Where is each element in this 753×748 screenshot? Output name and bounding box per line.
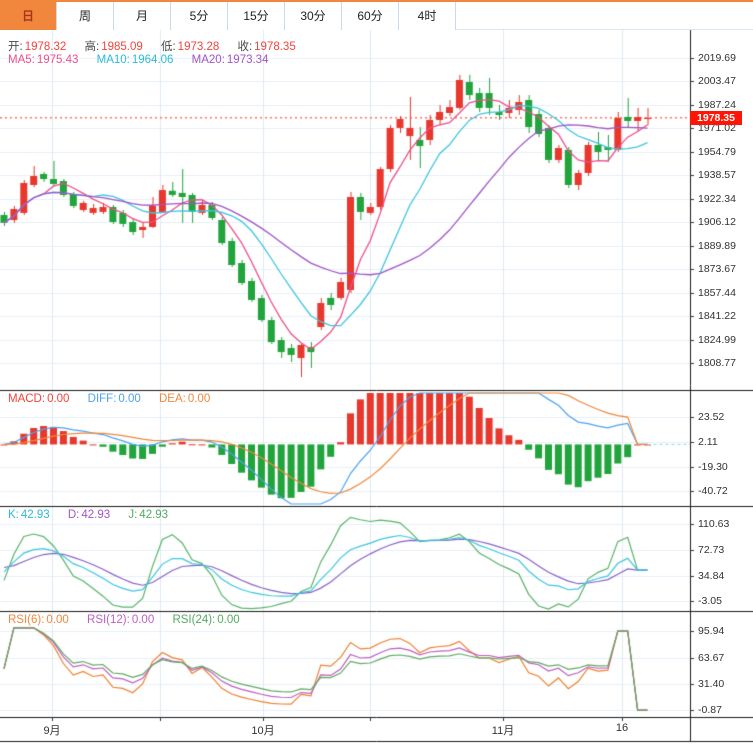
tab-5min[interactable]: 5分: [171, 2, 228, 30]
d-label: D:: [67, 509, 80, 521]
close-value: 1978.35: [254, 41, 296, 53]
rsi6-label: RSI(6):: [8, 614, 45, 626]
tab-15min[interactable]: 15分: [228, 2, 285, 30]
diff-value: 0.00: [118, 393, 141, 405]
macd-tick-label: -40.72: [698, 485, 728, 497]
k-label: K:: [8, 509, 19, 521]
price-tick-label: 2019.69: [698, 52, 736, 64]
ma5-value: 1975.43: [36, 54, 79, 66]
kdj-tick-label: 34.84: [698, 569, 725, 582]
ma20-value: 1973.34: [226, 54, 269, 66]
rsi-tick-label: 95.94: [698, 625, 725, 638]
rsi24-value: 0.00: [217, 614, 240, 626]
d-value: 42.93: [81, 509, 111, 521]
rsi-tick-label: 31.40: [698, 677, 725, 690]
dea-label: DEA:: [159, 393, 186, 405]
price-tick-label: 1922.34: [698, 192, 736, 205]
rsi-legend: RSI(6): 0.00 RSI(12): 0.00 RSI(24): 0.00: [8, 614, 255, 626]
x-axis-label: 9月: [43, 725, 61, 737]
price-tick-label: 1938.57: [698, 169, 736, 182]
kdj-legend: K: 42.93 D: 42.93 J: 42.93: [8, 509, 183, 521]
macd-tick-label: 23.52: [698, 411, 725, 423]
j-value: 42.93: [139, 509, 169, 521]
rsi-tick-label: -0.87: [698, 704, 722, 717]
k-value: 42.93: [20, 509, 50, 521]
kdj-tick-label: 72.73: [698, 544, 725, 556]
j-label: J:: [128, 509, 138, 521]
tab-week[interactable]: 周: [57, 2, 114, 30]
macd-tick-label: 2.11: [698, 436, 718, 448]
price-tick-label: 1857.44: [698, 286, 736, 299]
rsi12-label: RSI(12):: [87, 614, 130, 626]
ma5-label: MA5:: [8, 54, 35, 66]
high-value: 1985.09: [101, 41, 143, 53]
tab-60min[interactable]: 60分: [342, 2, 399, 30]
kdj-tick-label: 110.63: [698, 518, 730, 531]
price-tick-label: 1889.89: [698, 239, 736, 252]
price-tick-label: 1954.79: [698, 145, 736, 158]
price-tick-label: 1987.24: [698, 98, 736, 111]
kdj-tick-label: -3.05: [698, 595, 722, 608]
close-label: 收:: [237, 41, 253, 53]
price-tick-label: 1906.12: [698, 216, 736, 229]
macd-value: 0.00: [47, 393, 70, 405]
timeframe-tabbar: 日 周 月 5分 15分 30分 60分 4时: [0, 0, 753, 30]
tab-30min[interactable]: 30分: [285, 2, 342, 30]
macd-tick-label: -19.30: [698, 460, 728, 473]
macd-label: MACD:: [8, 393, 46, 405]
ma10-label: MA10:: [96, 54, 130, 66]
rsi12-value: 0.00: [131, 614, 155, 626]
ohlc-legend: 开: 1978.32 高: 1985.09 低: 1973.28 收: 1978.35: [8, 38, 311, 54]
diff-label: DIFF:: [87, 393, 117, 405]
ma10-value: 1964.06: [131, 54, 174, 66]
price-tick-label: 2003.47: [698, 75, 736, 88]
tab-4hour[interactable]: 4时: [399, 2, 456, 30]
x-axis-label: 16: [615, 722, 629, 734]
price-tick-label: 1824.99: [698, 333, 736, 346]
rsi-tick-label: 63.67: [698, 651, 725, 664]
current-price-tag: 1978.35: [690, 111, 742, 125]
tab-day[interactable]: 日: [0, 2, 57, 30]
high-label: 高:: [84, 41, 100, 53]
price-tick-label: 1808.77: [698, 357, 736, 370]
price-tick-label: 1841.22: [698, 310, 736, 323]
tab-month[interactable]: 月: [114, 2, 171, 30]
open-value: 1978.32: [24, 41, 67, 53]
price-tick-label: 1971.02: [698, 122, 736, 135]
dea-value: 0.00: [187, 393, 211, 405]
low-label: 低:: [160, 41, 176, 53]
macd-legend: MACD: 0.00 DIFF: 0.00 DEA: 0.00: [8, 393, 225, 405]
rsi24-label: RSI(24):: [172, 614, 216, 626]
ma20-label: MA20:: [191, 54, 225, 66]
price-tick-label: 1873.67: [698, 263, 736, 276]
x-axis-label: 11月: [491, 725, 515, 737]
low-value: 1973.28: [177, 41, 220, 53]
rsi6-value: 0.00: [46, 614, 69, 626]
ma-legend: MA5: 1975.43 MA10: 1964.06 MA20: 1973.34: [8, 54, 283, 66]
x-axis-label: 10月: [251, 725, 275, 737]
open-label: 开:: [8, 41, 23, 53]
